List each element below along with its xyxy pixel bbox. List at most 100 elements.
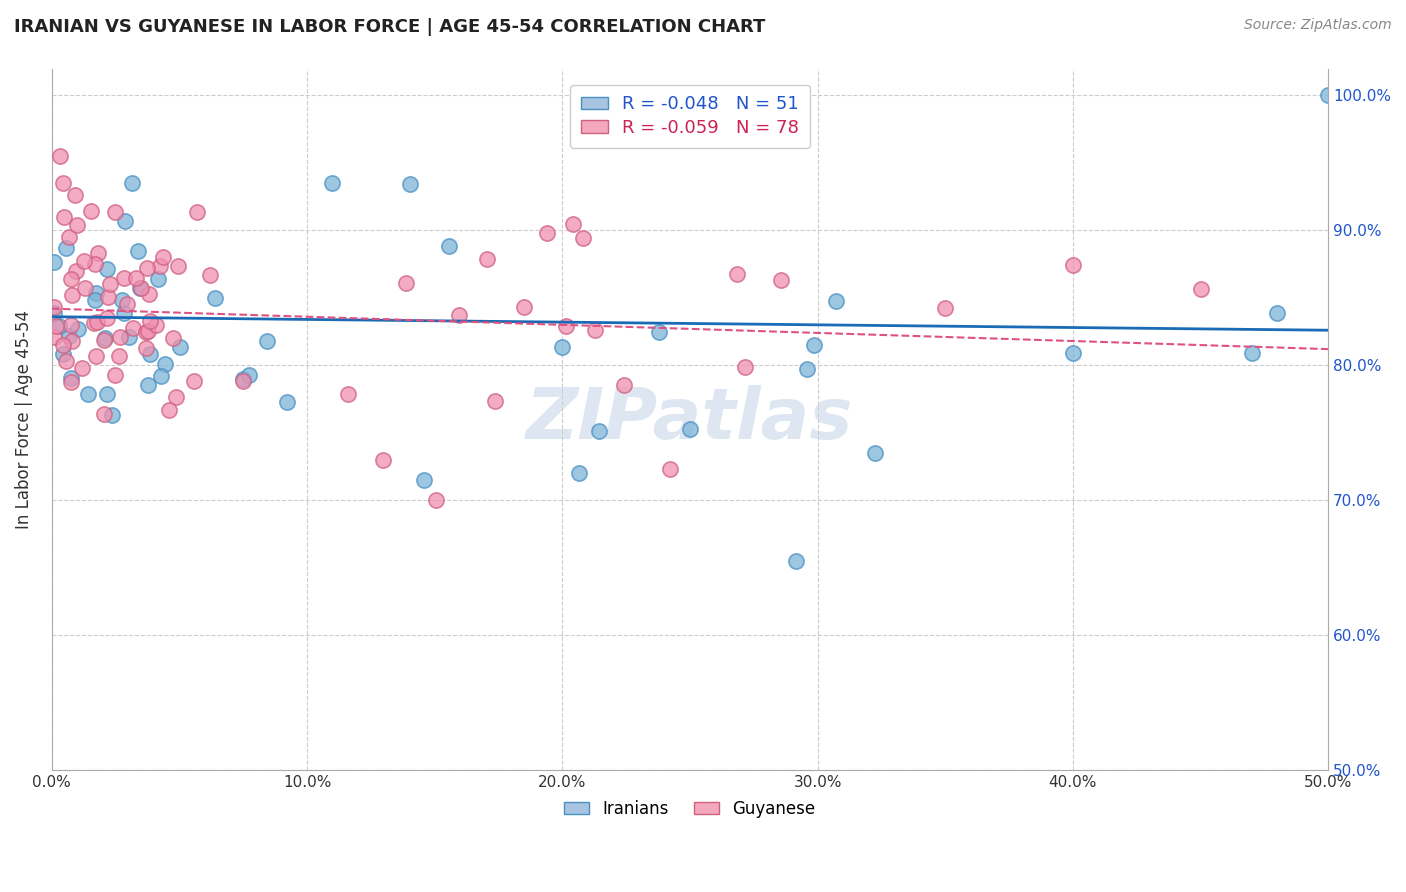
Point: [67, 322, 90, 336]
Point: [86, 285, 108, 300]
Point: [65, 264, 87, 278]
Point: [613, 378, 636, 392]
Point: [769, 273, 792, 287]
Point: [648, 326, 671, 340]
Point: [475, 252, 498, 267]
Point: [45, 319, 67, 334]
Point: [59, 272, 82, 286]
Point: [425, 493, 447, 508]
Point: [256, 334, 278, 348]
Text: IRANIAN VS GUYANESE IN LABOR FORCE | AGE 45-54 CORRELATION CHART: IRANIAN VS GUYANESE IN LABOR FORCE | AGE…: [14, 18, 765, 36]
Point: [588, 424, 610, 438]
Point: [84, 293, 107, 308]
Point: [73, 253, 96, 268]
Point: [110, 330, 132, 344]
Point: [112, 306, 135, 320]
Point: [146, 272, 169, 286]
Point: [114, 214, 136, 228]
Point: [58, 329, 80, 343]
Point: [44, 330, 66, 344]
Point: [572, 231, 595, 245]
Point: [96, 387, 118, 401]
Point: [44, 254, 66, 268]
Point: [136, 260, 159, 275]
Point: [87, 245, 110, 260]
Point: [121, 176, 143, 190]
Point: [136, 324, 159, 338]
Point: [138, 347, 160, 361]
Point: [93, 408, 115, 422]
Point: [198, 268, 221, 282]
Point: [1317, 88, 1340, 103]
Point: [75, 281, 97, 295]
Point: [129, 281, 152, 295]
Point: [100, 409, 122, 423]
Point: [336, 387, 359, 401]
Point: [536, 226, 558, 240]
Point: [162, 331, 184, 345]
Point: [59, 318, 82, 332]
Legend: Iranians, Guyanese: Iranians, Guyanese: [558, 794, 823, 825]
Point: [48, 149, 70, 163]
Point: [1240, 345, 1263, 359]
Point: [659, 462, 682, 476]
Point: [111, 293, 134, 307]
Point: [55, 241, 77, 255]
Point: [679, 422, 702, 436]
Point: [52, 176, 75, 190]
Point: [83, 316, 105, 330]
Text: Source: ZipAtlas.com: Source: ZipAtlas.com: [1244, 18, 1392, 32]
Point: [55, 354, 77, 368]
Point: [568, 467, 591, 481]
Point: [60, 287, 83, 301]
Point: [115, 297, 138, 311]
Point: [104, 205, 127, 219]
Point: [551, 340, 574, 354]
Point: [1189, 282, 1212, 296]
Point: [157, 403, 180, 417]
Point: [44, 305, 66, 319]
Point: [186, 205, 208, 219]
Point: [93, 333, 115, 347]
Point: [865, 446, 887, 460]
Point: [785, 554, 807, 568]
Point: [86, 315, 108, 329]
Point: [135, 341, 157, 355]
Point: [129, 281, 152, 295]
Point: [66, 218, 89, 232]
Point: [60, 375, 83, 389]
Point: [395, 276, 418, 290]
Point: [150, 369, 173, 384]
Point: [60, 371, 83, 385]
Point: [824, 293, 846, 308]
Point: [127, 244, 149, 259]
Point: [447, 309, 470, 323]
Point: [76, 386, 98, 401]
Point: [412, 473, 434, 487]
Point: [139, 314, 162, 328]
Point: [583, 323, 606, 337]
Point: [136, 378, 159, 392]
Point: [108, 349, 131, 363]
Point: [803, 338, 825, 352]
Point: [58, 230, 80, 244]
Point: [96, 261, 118, 276]
Point: [112, 271, 135, 285]
Point: [80, 203, 103, 218]
Point: [183, 374, 205, 388]
Point: [97, 290, 120, 304]
Point: [149, 259, 172, 273]
Point: [169, 340, 191, 354]
Point: [52, 338, 75, 352]
Point: [84, 257, 107, 271]
Point: [60, 334, 83, 348]
Point: [48, 319, 70, 334]
Point: [153, 357, 176, 371]
Point: [238, 368, 260, 383]
Point: [65, 188, 87, 202]
Point: [204, 291, 226, 305]
Point: [1265, 306, 1288, 320]
Point: [98, 277, 121, 292]
Text: ZIPatlas: ZIPatlas: [526, 384, 853, 454]
Y-axis label: In Labor Force | Age 45-54: In Labor Force | Age 45-54: [15, 310, 32, 529]
